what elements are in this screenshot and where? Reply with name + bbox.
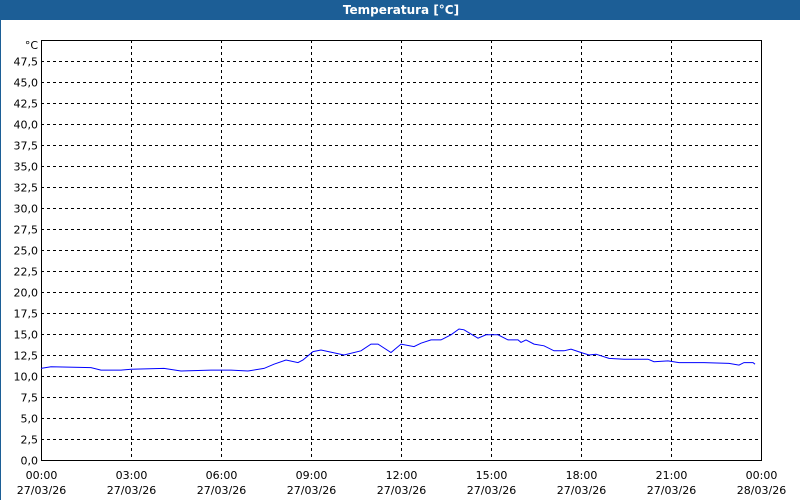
x-tick-date: 27/03/26 bbox=[197, 484, 246, 497]
x-tick-time: 03:00 bbox=[116, 469, 148, 482]
x-tick-date: 27/03/26 bbox=[287, 484, 336, 497]
y-tick-label: 30,0 bbox=[14, 203, 39, 216]
y-tick-label: 5,0 bbox=[21, 413, 39, 426]
y-tick-label: 17,5 bbox=[14, 308, 39, 321]
y-tick-label: 42,5 bbox=[14, 98, 39, 111]
y-tick-label: 40,0 bbox=[14, 119, 39, 132]
y-tick-label: 15,0 bbox=[14, 329, 39, 342]
x-tick-date: 28/03/26 bbox=[737, 484, 786, 497]
x-tick-date: 27/03/26 bbox=[17, 484, 66, 497]
x-tick-time: 15:00 bbox=[476, 469, 508, 482]
x-tick-time: 09:00 bbox=[296, 469, 328, 482]
y-tick-label: 12,5 bbox=[14, 350, 39, 363]
plot-frame bbox=[41, 40, 762, 461]
y-tick-label: 0,0 bbox=[21, 455, 39, 468]
x-tick-time: 12:00 bbox=[386, 469, 418, 482]
y-tick-label: 32,5 bbox=[14, 182, 39, 195]
x-tick-date: 27/03/26 bbox=[647, 484, 696, 497]
y-tick-label: 45,0 bbox=[14, 77, 39, 90]
x-tick-date: 27/03/26 bbox=[557, 484, 606, 497]
x-tick-date: 27/03/26 bbox=[377, 484, 426, 497]
x-tick-time: 18:00 bbox=[566, 469, 598, 482]
y-tick-label: 2,5 bbox=[21, 434, 39, 447]
x-tick-date: 27/03/26 bbox=[467, 484, 516, 497]
x-tick-date: 27/03/26 bbox=[107, 484, 156, 497]
x-tick-time: 06:00 bbox=[206, 469, 238, 482]
y-tick-label: 22,5 bbox=[14, 266, 39, 279]
y-tick-label: 20,0 bbox=[14, 287, 39, 300]
y-tick-label: 27,5 bbox=[14, 224, 39, 237]
x-tick-time: 21:00 bbox=[656, 469, 688, 482]
y-tick-label: 7,5 bbox=[21, 392, 39, 405]
y-axis-unit: °C bbox=[25, 39, 39, 52]
temperature-line bbox=[40, 328, 756, 372]
chart-title: Temperatura [°C] bbox=[1, 0, 800, 20]
y-tick-label: 35,0 bbox=[14, 161, 39, 174]
y-tick-label: 25,0 bbox=[14, 245, 39, 258]
y-tick-label: 10,0 bbox=[14, 371, 39, 384]
y-tick-label: 47,5 bbox=[14, 56, 39, 69]
x-tick-time: 00:00 bbox=[746, 469, 778, 482]
x-tick-time: 00:00 bbox=[26, 469, 58, 482]
y-tick-label: 37,5 bbox=[14, 140, 39, 153]
